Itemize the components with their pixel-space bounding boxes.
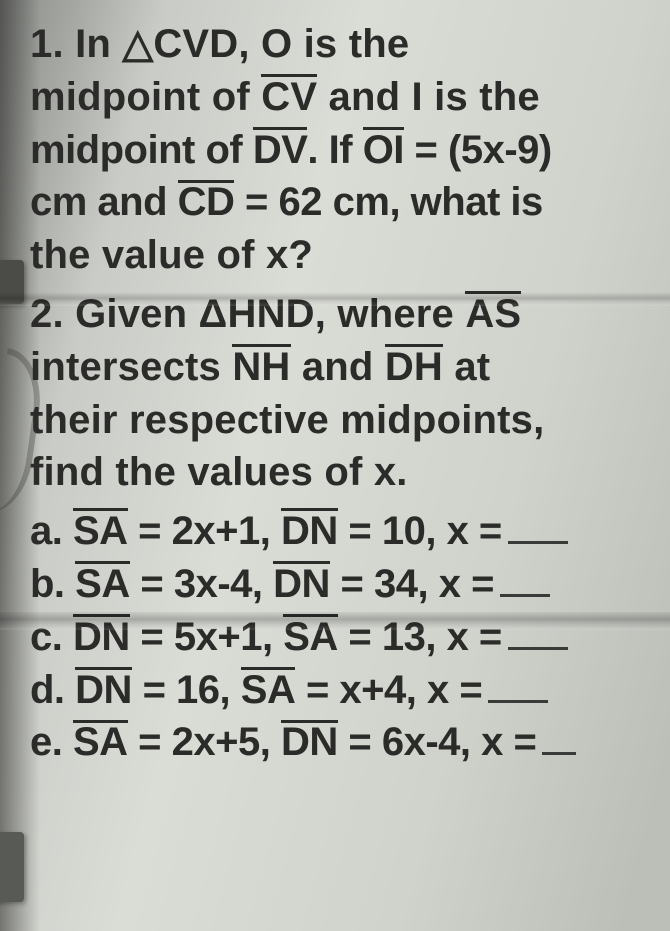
q2-line2: intersects NH and DH at [30,341,654,394]
item-e: e. SA = 2x+5, DN = 6x-4, x = [30,716,654,769]
text: = 5x+1, [130,615,283,659]
item-prefix: d. [30,668,75,712]
text: = x+4, x = [295,668,482,712]
segment-dn: DN [73,611,130,664]
item-a: a. SA = 2x+1, DN = 10, x = [30,505,654,558]
edge-artifact-2 [0,832,24,902]
text: = 3x-4, [130,562,273,606]
answer-blank [500,572,550,597]
q1-line5: the value of x? [30,229,654,282]
triangle-symbol: Δ [199,292,228,336]
q1-line2: midpoint of CV and I is the [30,71,654,124]
segment-dn: DN [281,505,338,558]
text: HND, where [228,292,466,336]
segment-sa: SA [73,505,128,558]
worksheet-body: 1. In △CVD, O is the midpoint of CV and … [22,8,662,769]
text: CVD, O is the [153,22,409,66]
segment-dv: DV [253,124,308,177]
text: at [443,345,490,389]
segment-dn: DN [75,664,132,717]
segment-dn: DN [273,558,330,611]
text: 1. In [30,22,122,66]
answer-blank [508,519,568,544]
text: . If [307,128,362,172]
text: = 2x+1, [128,509,281,553]
q1-line4: cm and CD = 62 cm, what is [30,176,654,229]
item-prefix: c. [30,615,73,659]
text: 2. Given [30,292,199,336]
answer-blank [542,730,576,755]
text: = (5x-9) [404,128,552,172]
text: = 2x+5, [128,720,281,764]
segment-cd: CD [178,176,235,229]
segment-oi: OI [363,124,404,177]
item-prefix: a. [30,509,73,553]
q1-line3: midpoint of DV. If OI = (5x-9) [30,124,654,177]
segment-sa: SA [75,558,130,611]
segment-as: AS [465,288,521,341]
item-d: d. DN = 16, SA = x+4, x = [30,664,654,717]
triangle-symbol: △ [122,22,153,66]
text: cm and [30,180,178,224]
item-prefix: b. [30,562,75,606]
segment-sa: SA [73,716,128,769]
item-prefix: e. [30,720,73,764]
answer-blank [508,625,568,650]
item-b: b. SA = 3x-4, DN = 34, x = [30,558,654,611]
segment-dn: DN [281,716,338,769]
q2-line3: their respective midpoints, [30,394,654,447]
segment-nh: NH [232,341,290,394]
text: and I is the [317,75,540,119]
text: = 34, x = [330,562,494,606]
edge-artifact-1 [0,260,24,304]
text: find the values of x. [30,450,408,494]
item-c: c. DN = 5x+1, SA = 13, x = [30,611,654,664]
segment-sa: SA [241,664,296,717]
q2-line1: 2. Given ΔHND, where AS [30,288,654,341]
q2-line4: find the values of x. [30,446,654,499]
text: intersects [30,345,232,389]
text: their respective midpoints, [30,398,544,442]
text: = 13, x = [338,615,502,659]
text: = 16, [132,668,241,712]
segment-dh: DH [385,341,443,394]
text: = 62 cm, what is [234,180,542,224]
text: midpoint of [30,128,253,172]
text: and [291,345,385,389]
text: the value of x? [30,233,313,277]
text: midpoint of [30,75,261,119]
segment-sa: SA [283,611,338,664]
text: = 10, x = [338,509,502,553]
segment-cv: CV [261,71,317,124]
answer-blank [488,678,548,703]
q1-line1: 1. In △CVD, O is the [30,18,654,71]
text: = 6x-4, x = [338,720,537,764]
